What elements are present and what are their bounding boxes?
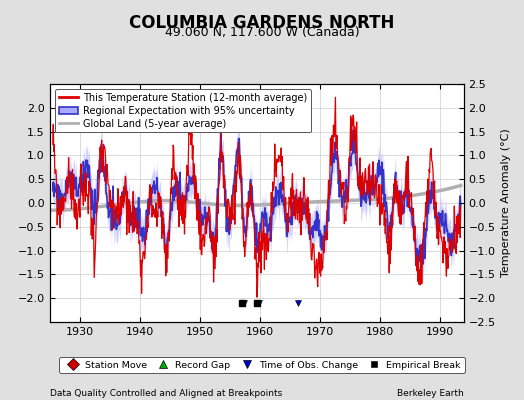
Text: COLUMBIA GARDENS NORTH: COLUMBIA GARDENS NORTH [129, 14, 395, 32]
Legend: This Temperature Station (12-month average), Regional Expectation with 95% uncer: This Temperature Station (12-month avera… [54, 89, 311, 132]
Text: 49.060 N, 117.600 W (Canada): 49.060 N, 117.600 W (Canada) [165, 26, 359, 39]
Text: Berkeley Earth: Berkeley Earth [397, 389, 464, 398]
Legend: Station Move, Record Gap, Time of Obs. Change, Empirical Break: Station Move, Record Gap, Time of Obs. C… [59, 357, 465, 373]
Y-axis label: Temperature Anomaly (°C): Temperature Anomaly (°C) [501, 129, 511, 277]
Text: Data Quality Controlled and Aligned at Breakpoints: Data Quality Controlled and Aligned at B… [50, 389, 282, 398]
